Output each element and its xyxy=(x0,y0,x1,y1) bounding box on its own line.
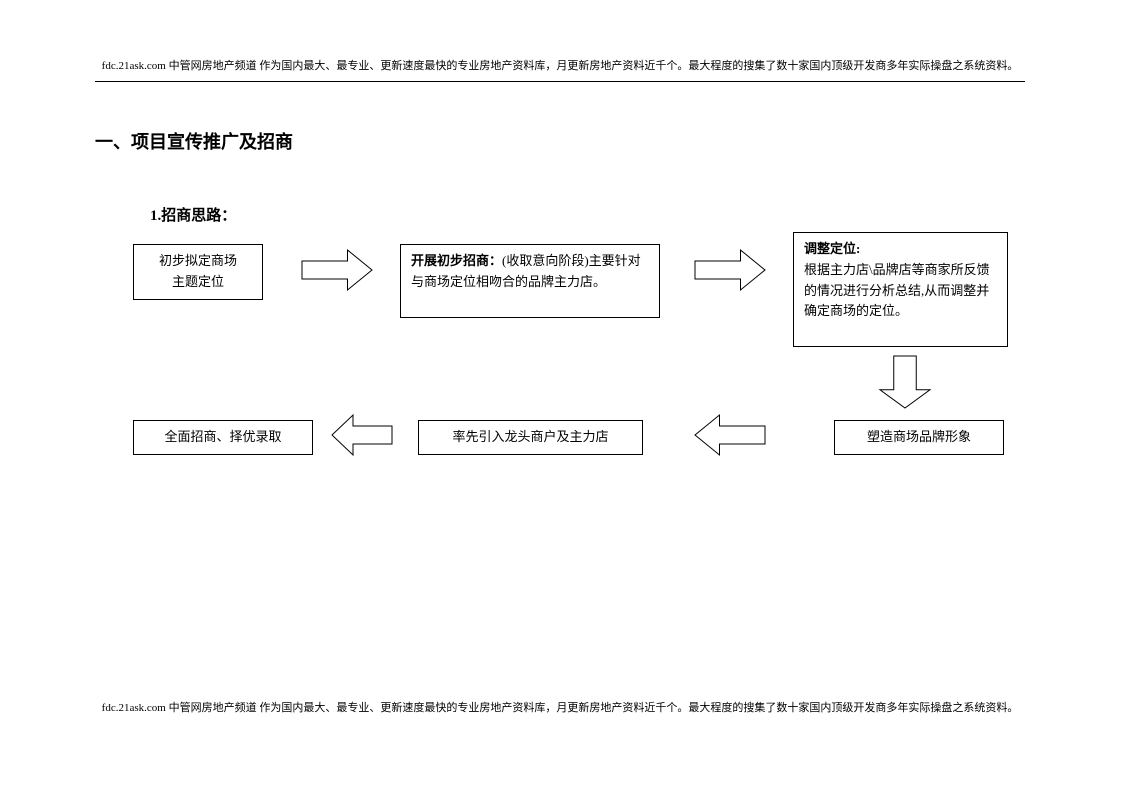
footer-text: 中管网房地产频道 作为国内最大、最专业、更新速度最快的专业房地产资料库，月更新房… xyxy=(166,702,1019,714)
flow-arrow-3 xyxy=(880,356,930,408)
flow-node-n2: 开展初步招商：(收取意向阶段)主要针对与商场定位相吻合的品牌主力店。 xyxy=(400,244,660,318)
flow-node-n3: 调整定位:根据主力店\品牌店等商家所反馈的情况进行分析总结,从而调整并确定商场的… xyxy=(793,232,1008,347)
header-text: 中管网房地产频道 作为国内最大、最专业、更新速度最快的专业房地产资料库，月更新房… xyxy=(166,60,1019,72)
page-header: fdc.21ask.com 中管网房地产频道 作为国内最大、最专业、更新速度最快… xyxy=(95,58,1025,82)
section-title: 一、项目宣传推广及招商 xyxy=(95,128,293,154)
flow-node-n1: 初步拟定商场主题定位 xyxy=(133,244,263,300)
section-subtitle: 1.招商思路： xyxy=(150,204,236,225)
header-site: fdc.21ask.com xyxy=(102,60,166,72)
page-footer: fdc.21ask.com 中管网房地产频道 作为国内最大、最专业、更新速度最快… xyxy=(95,700,1025,717)
flow-arrow-5 xyxy=(332,415,392,455)
footer-site: fdc.21ask.com xyxy=(102,702,166,714)
flow-node-n4: 塑造商场品牌形象 xyxy=(834,420,1004,455)
flow-arrow-2 xyxy=(695,250,765,290)
flow-arrow-1 xyxy=(302,250,372,290)
flow-arrow-4 xyxy=(695,415,765,455)
flow-node-n5: 率先引入龙头商户及主力店 xyxy=(418,420,643,455)
flow-node-n6: 全面招商、择优录取 xyxy=(133,420,313,455)
